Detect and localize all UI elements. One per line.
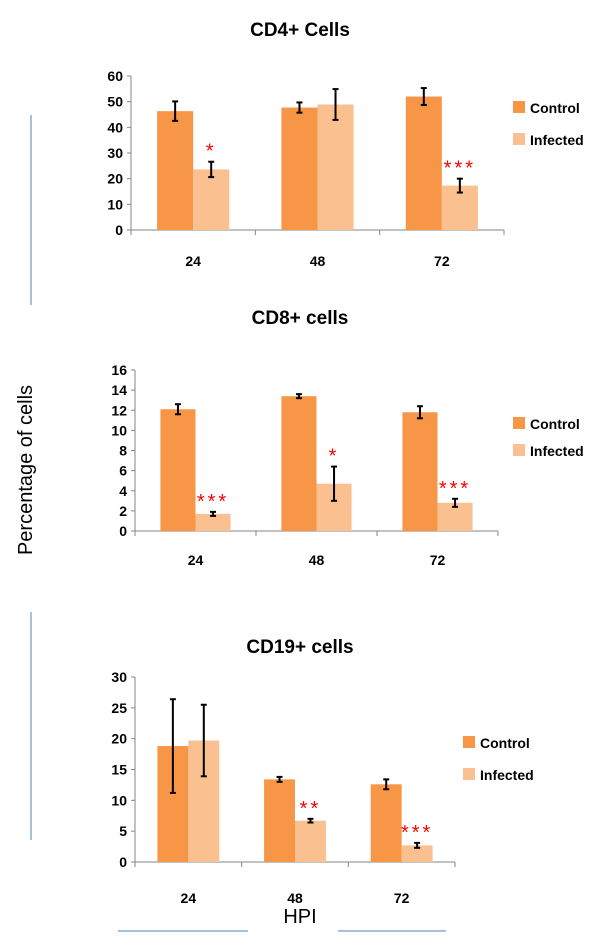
legend-swatch	[513, 101, 525, 113]
y-tick-label: 16	[111, 362, 127, 378]
bar-infected	[195, 513, 231, 531]
bar-infected	[317, 104, 354, 230]
legend-swatch	[513, 133, 525, 145]
x-tick-label: 72	[394, 890, 410, 906]
chart-title: CD4+ Cells	[250, 20, 350, 41]
significance-marker: ***	[401, 822, 433, 844]
bar-control	[157, 111, 194, 230]
y-tick-label: 10	[107, 196, 123, 212]
bar-infected	[295, 820, 326, 862]
significance-marker: **	[300, 798, 322, 820]
legend-swatch	[463, 768, 475, 780]
y-tick-label: 0	[119, 854, 127, 870]
bar-control	[402, 412, 438, 531]
bar-control	[281, 396, 317, 531]
x-tick-label: 48	[309, 552, 325, 568]
y-tick-label: 30	[111, 669, 127, 685]
bar-control	[160, 409, 196, 531]
x-axis-label: HPI	[283, 906, 316, 928]
y-tick-label: 30	[107, 145, 123, 161]
bar-infected	[401, 845, 433, 862]
y-tick-label: 10	[111, 422, 127, 438]
y-tick-label: 0	[119, 523, 127, 539]
bar-control	[264, 779, 295, 862]
legend-label: Infected	[530, 443, 584, 459]
chart-title: CD8+ cells	[252, 308, 349, 329]
significance-marker: *	[206, 141, 217, 163]
y-tick-label: 60	[107, 68, 123, 84]
y-tick-label: 5	[119, 823, 127, 839]
legend-label: Control	[480, 735, 530, 751]
legend-swatch	[513, 417, 525, 429]
bar-control	[405, 96, 442, 231]
y-tick-label: 50	[107, 94, 123, 110]
y-tick-label: 14	[111, 382, 127, 398]
y-tick-label: 12	[111, 402, 127, 418]
bar-infected	[193, 169, 230, 230]
y-tick-label: 0	[115, 222, 123, 238]
bar-control	[281, 107, 318, 230]
x-tick-label: 24	[181, 890, 197, 906]
significance-marker: ***	[197, 491, 229, 513]
legend-swatch	[513, 444, 525, 456]
x-tick-label: 48	[287, 890, 303, 906]
y-tick-label: 10	[111, 792, 127, 808]
y-axis-label: Percentage of cells	[15, 385, 37, 555]
y-tick-label: 25	[111, 700, 127, 716]
y-tick-label: 6	[119, 463, 127, 479]
legend-label: Infected	[530, 132, 584, 148]
y-tick-label: 8	[119, 443, 127, 459]
y-tick-label: 20	[111, 731, 127, 747]
y-tick-label: 4	[119, 483, 127, 499]
bar-control	[370, 784, 402, 862]
x-tick-label: 24	[185, 253, 201, 269]
legend-label: Infected	[480, 767, 534, 783]
x-tick-label: 24	[188, 552, 204, 568]
y-tick-label: 20	[107, 171, 123, 187]
y-tick-label: 15	[111, 762, 127, 778]
chart-title: CD19+ cells	[246, 637, 353, 658]
significance-marker: ***	[439, 478, 471, 500]
x-tick-label: 48	[310, 253, 326, 269]
legend-label: Control	[530, 100, 580, 116]
y-tick-label: 40	[107, 119, 123, 135]
significance-marker: *	[329, 446, 340, 468]
x-tick-label: 72	[430, 552, 446, 568]
x-tick-label: 72	[434, 253, 450, 269]
significance-marker: ***	[444, 158, 476, 180]
y-tick-label: 2	[119, 503, 127, 519]
legend-label: Control	[530, 416, 580, 432]
legend-swatch	[463, 736, 475, 748]
